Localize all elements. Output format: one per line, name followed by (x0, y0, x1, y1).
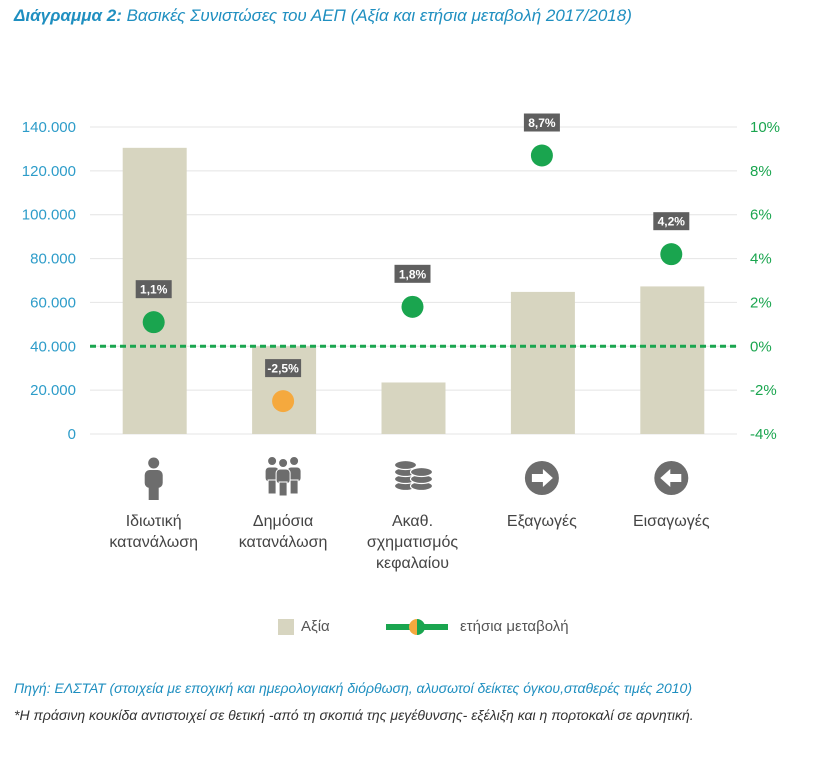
category-label-2: Δημόσια κατανάλωση (238, 513, 328, 551)
y-right-tick-label: 10% (750, 119, 780, 136)
person-icon (144, 457, 163, 500)
legend-swatch-value (278, 619, 294, 635)
footnote: *Η πράσινη κουκίδα αντιστοιχεί σε θετική… (14, 707, 694, 723)
data-label-text: 8,7% (528, 116, 556, 130)
source-note: Πηγή: ΕΛΣΤΑΤ (στοιχεία με εποχική και ημ… (14, 680, 692, 696)
arrow-shape (531, 469, 553, 487)
group-head (267, 456, 278, 466)
person-legs (148, 484, 159, 500)
group-icon (264, 456, 302, 497)
data-label-3: 1,8% (394, 264, 431, 283)
coins-icon (393, 459, 434, 492)
y-right-tick-label: 6% (750, 207, 772, 224)
y-left-tick-label: 40.000 (30, 338, 76, 355)
y-left-tick-label: 120.000 (22, 163, 76, 180)
arrow-shape (660, 469, 682, 487)
data-label-box (394, 264, 431, 283)
category-label-5: Εισαγωγές (632, 513, 710, 530)
group-legs (289, 479, 299, 495)
data-label-5: 4,2% (653, 212, 690, 231)
arrow-left-icon (654, 461, 689, 495)
y-left-tick-label: 20.000 (30, 382, 76, 399)
change-dot-1 (142, 311, 165, 334)
data-label-box (653, 212, 690, 231)
category-label-3: Ακαθ. σχηματισμός κεφαλαίου (366, 513, 459, 572)
chart-title-prefix: Διάγραμμα 2: (14, 6, 122, 25)
change-dot-3 (401, 295, 424, 318)
y-left-tick-label: 100.000 (22, 207, 76, 224)
y-right-tick-label: 8% (750, 163, 772, 180)
data-label-text: 4,2% (658, 215, 686, 229)
data-label-text: 1,8% (399, 267, 427, 281)
change-dot-4 (530, 144, 553, 167)
legend-dot-positive-half (417, 619, 425, 635)
data-label-text: 1,1% (140, 283, 168, 297)
y-left-tick-label: 140.000 (22, 119, 76, 136)
y-right-tick-label: -2% (750, 382, 777, 399)
chart-title: Διάγραμμα 2: Βασικές Συνιστώσες του ΑΕΠ … (14, 6, 632, 26)
person-head (148, 457, 160, 469)
bar-5 (640, 286, 705, 434)
person-body (144, 470, 163, 488)
legend-dot-negative-half (409, 619, 417, 635)
y-right-tick-label: 0% (750, 338, 772, 355)
y-right-tick-label: -4% (750, 426, 777, 443)
legend-label-change: ετήσια μεταβολή (460, 618, 569, 635)
y-left-tick-label: 60.000 (30, 294, 76, 311)
change-dot-5 (660, 243, 683, 266)
category-label-1: Ιδιωτική κατανάλωση (109, 513, 199, 551)
coin (409, 466, 434, 478)
legend-label-value: Αξία (301, 618, 330, 635)
data-label-box (523, 113, 560, 132)
data-label-4: 8,7% (523, 113, 560, 132)
data-label-1: 1,1% (135, 280, 172, 299)
coin (393, 459, 418, 471)
y-right-tick-label: 2% (750, 294, 772, 311)
y-left-tick-label: 80.000 (30, 251, 76, 268)
arrow-right-icon (524, 461, 559, 495)
y-right-tick-label: 4% (750, 251, 772, 268)
data-label-box (265, 359, 302, 378)
group-legs (278, 481, 288, 497)
change-dot-2 (272, 390, 295, 413)
chart-title-text: Βασικές Συνιστώσες του ΑΕΠ (Αξία και ετή… (126, 6, 632, 25)
bar-4 (510, 291, 575, 434)
group-head (278, 458, 289, 468)
data-label-2: -2,5% (265, 359, 302, 378)
data-label-box (135, 280, 172, 299)
group-head (289, 456, 300, 466)
y-left-tick-label: 0 (68, 426, 76, 443)
bar-3 (381, 382, 446, 434)
category-label-4: Εξαγωγές (506, 513, 577, 530)
data-label-text: -2,5% (267, 362, 299, 376)
group-legs (267, 479, 277, 495)
